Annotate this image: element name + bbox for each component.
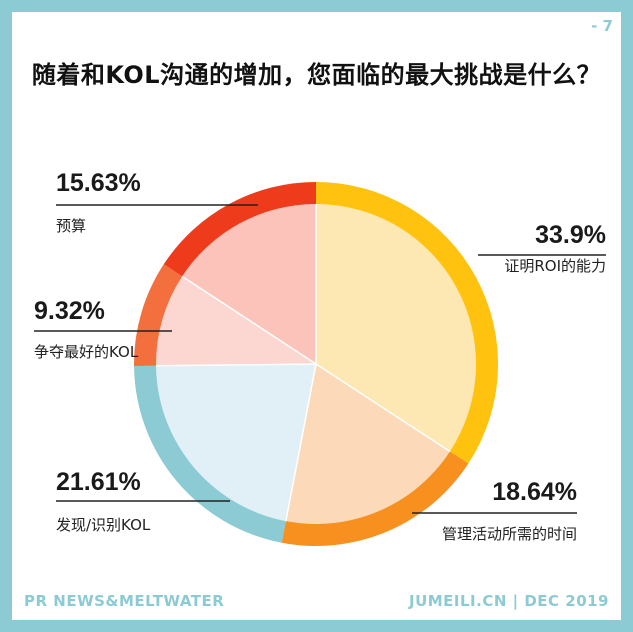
pie-slices xyxy=(155,204,476,524)
slice-1-label: 证明ROI的能力 xyxy=(504,257,606,275)
slice-divider-3 xyxy=(285,363,317,522)
page-number: - 7 xyxy=(591,17,613,35)
slice-2-label: 管理活动所需的时间 xyxy=(442,525,577,543)
slice-5-label: 预算 xyxy=(56,217,86,235)
slice-4-wedge xyxy=(155,276,316,366)
footer-site: JUMEILI.CN | DEC 2019 xyxy=(408,592,609,610)
slice-divider-4 xyxy=(156,363,317,367)
slice-2-wedge xyxy=(285,364,450,524)
slice-divider-2 xyxy=(315,363,451,453)
slice-5-wedge xyxy=(182,204,316,364)
slice-3-wedge xyxy=(156,364,316,522)
slice-labels: 33.9% 证明ROI的能力 18.64% 管理活动所需的时间 21.61% 发现/识别K… xyxy=(34,169,606,543)
slice-5-percent: 15.63% xyxy=(56,169,141,197)
chart-title: 随着和KOL沟通的增加，您面临的最大挑战是什么？ xyxy=(31,61,602,89)
slice-divider-5 xyxy=(181,275,317,365)
footer-source: PR NEWS&MELTWATER xyxy=(24,592,225,610)
slice-3-percent: 21.61% xyxy=(56,468,141,496)
slice-1-percent: 33.9% xyxy=(535,221,606,249)
slice-3-label: 发现/识别KOL xyxy=(56,516,151,534)
slice-4-percent: 9.32% xyxy=(34,297,105,325)
slice-2-percent: 18.64% xyxy=(492,478,577,506)
slice-4-label: 争夺最好的KOL xyxy=(34,343,139,361)
slice-dividers xyxy=(156,204,451,522)
